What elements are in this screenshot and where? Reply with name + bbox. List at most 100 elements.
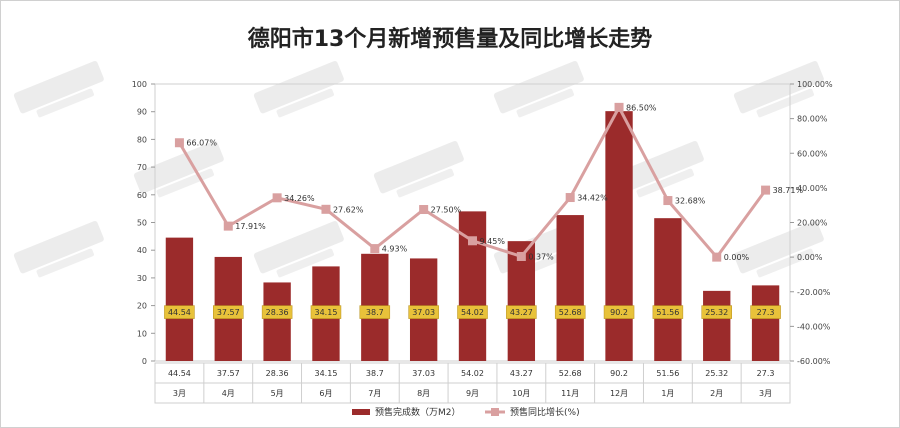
bar-value-box: [750, 305, 781, 319]
left-axis-tick-label: 100: [132, 80, 147, 89]
line-value-label: 66.07%: [186, 139, 217, 148]
bar: [556, 215, 584, 361]
line-value-label: 17.91%: [235, 222, 266, 231]
bar: [654, 218, 682, 361]
watermark-block: [613, 141, 704, 194]
line-marker: [321, 204, 331, 214]
x-category-label: 1月: [661, 389, 674, 398]
line-value-label: 0.37%: [528, 252, 554, 261]
left-axis-tick-label: 0: [142, 357, 147, 366]
line-value-label: 4.93%: [382, 245, 408, 254]
bar-series: 44.54 37.57 28.36 34.15 38.7 37.03 54.02 43.27 5…: [164, 111, 781, 361]
watermark-mark: [493, 61, 584, 118]
right-axis-tick-label: -20.00%: [797, 288, 831, 297]
watermark-block: [13, 221, 104, 274]
watermark-block: [733, 61, 824, 114]
right-axis-tick-label: -60.00%: [797, 357, 831, 366]
table-value-cell: 52.68: [559, 369, 582, 378]
left-axis-tick-label: 40: [137, 246, 147, 255]
x-category-label: 7月: [368, 389, 381, 398]
watermark-strip: [636, 168, 694, 198]
bar: [165, 237, 194, 361]
watermark-mark: [253, 61, 344, 118]
line-value-label: 27.50%: [431, 206, 462, 215]
watermark-strip: [276, 88, 334, 118]
watermark-group: [13, 61, 824, 278]
x-category-label: 8月: [417, 389, 430, 398]
x-category-label: 2月: [710, 389, 723, 398]
x-category-label: 10月: [512, 389, 530, 398]
right-axis-tick-label: 40.00%: [797, 184, 828, 193]
x-category-label: 3月: [759, 389, 772, 398]
watermark-mark: [733, 221, 824, 278]
watermark-strip: [276, 248, 334, 278]
watermark-strip: [516, 88, 574, 118]
table-value-cell: 44.54: [168, 369, 191, 378]
line-marker: [223, 221, 233, 231]
watermark-block: [133, 141, 224, 194]
line-value-label: 32.68%: [675, 197, 706, 206]
legend: 预售完成数（万M2） 预售同比增长(%): [352, 406, 580, 418]
right-axis-tick-label: 0.00%: [797, 253, 823, 262]
legend-bar-label: 预售完成数（万M2）: [375, 406, 461, 418]
bar: [263, 282, 291, 361]
bar-value-box: [310, 305, 342, 319]
line-marker: [370, 244, 380, 254]
bar-value-label: 38.7: [366, 308, 384, 317]
bar-value-label: 44.54: [168, 308, 191, 317]
bar: [605, 111, 633, 361]
x-category-label: 9月: [466, 389, 479, 398]
x-category-label: 12月: [610, 389, 628, 398]
legend-bar-swatch: [352, 409, 370, 415]
bar-value-box: [506, 305, 537, 319]
legend-line-marker: [491, 408, 499, 416]
line-value-label: 86.50%: [626, 103, 657, 112]
watermark-mark: [733, 61, 824, 118]
watermark-block: [373, 141, 464, 194]
watermark-mark: [373, 141, 464, 198]
watermark-mark: [13, 61, 104, 118]
watermark-block: [13, 61, 104, 114]
table-value-cell: 25.32: [705, 369, 728, 378]
category-table: 44.54 3月 37.57 4月 28.36 5月 34.15 6月 38.7 7月 37.03 8…: [154, 362, 791, 404]
line-value-label: 34.42%: [577, 194, 608, 203]
bar-value-label: 25.32: [705, 308, 728, 317]
watermark-strip: [36, 88, 94, 118]
x-category-label: 11月: [561, 389, 579, 398]
bar-value-label: 37.03: [412, 308, 435, 317]
line-value-label: 9.45%: [480, 237, 506, 246]
line-marker: [174, 138, 184, 148]
bar-value-box: [457, 305, 488, 319]
watermark-strip: [36, 248, 94, 278]
watermark-strip: [396, 168, 454, 198]
line-value-label: 27.62%: [333, 205, 364, 214]
bar-value-box: [701, 305, 732, 319]
line-value-label: 38.71%: [773, 186, 804, 195]
table-value-cell: 34.15: [315, 369, 338, 378]
watermark-block: [253, 221, 344, 274]
watermark-mark: [613, 141, 704, 198]
line-series: 66.07% 17.91% 34.26% 27.62% 4.93% 27.50% 9.45%…: [174, 102, 804, 262]
line-marker: [516, 251, 526, 261]
right-axis-tick-label: 80.00%: [797, 115, 828, 124]
watermark-block: [733, 221, 824, 274]
table-value-cell: 37.03: [412, 369, 435, 378]
x-category-label: 6月: [319, 389, 332, 398]
x-category-label: 4月: [222, 389, 235, 398]
table-value-cell: 38.7: [366, 369, 384, 378]
bar: [703, 290, 731, 361]
line-marker: [272, 193, 282, 203]
bar-value-label: 37.57: [217, 308, 240, 317]
line-value-label: 34.26%: [284, 194, 315, 203]
right-axis-tick-label: 100.00%: [797, 80, 833, 89]
line-marker: [712, 252, 722, 262]
watermark-mark: [13, 221, 104, 278]
bar-value-box: [261, 305, 293, 319]
bar-value-label: 54.02: [461, 308, 484, 317]
table-value-cell: 37.57: [217, 369, 240, 378]
bar-value-box: [408, 305, 439, 319]
line-marker: [663, 196, 673, 206]
line-marker: [614, 102, 624, 112]
chart-title: 德阳市13个月新增预售量及同比增长走势: [248, 26, 653, 52]
line-marker: [468, 236, 477, 246]
